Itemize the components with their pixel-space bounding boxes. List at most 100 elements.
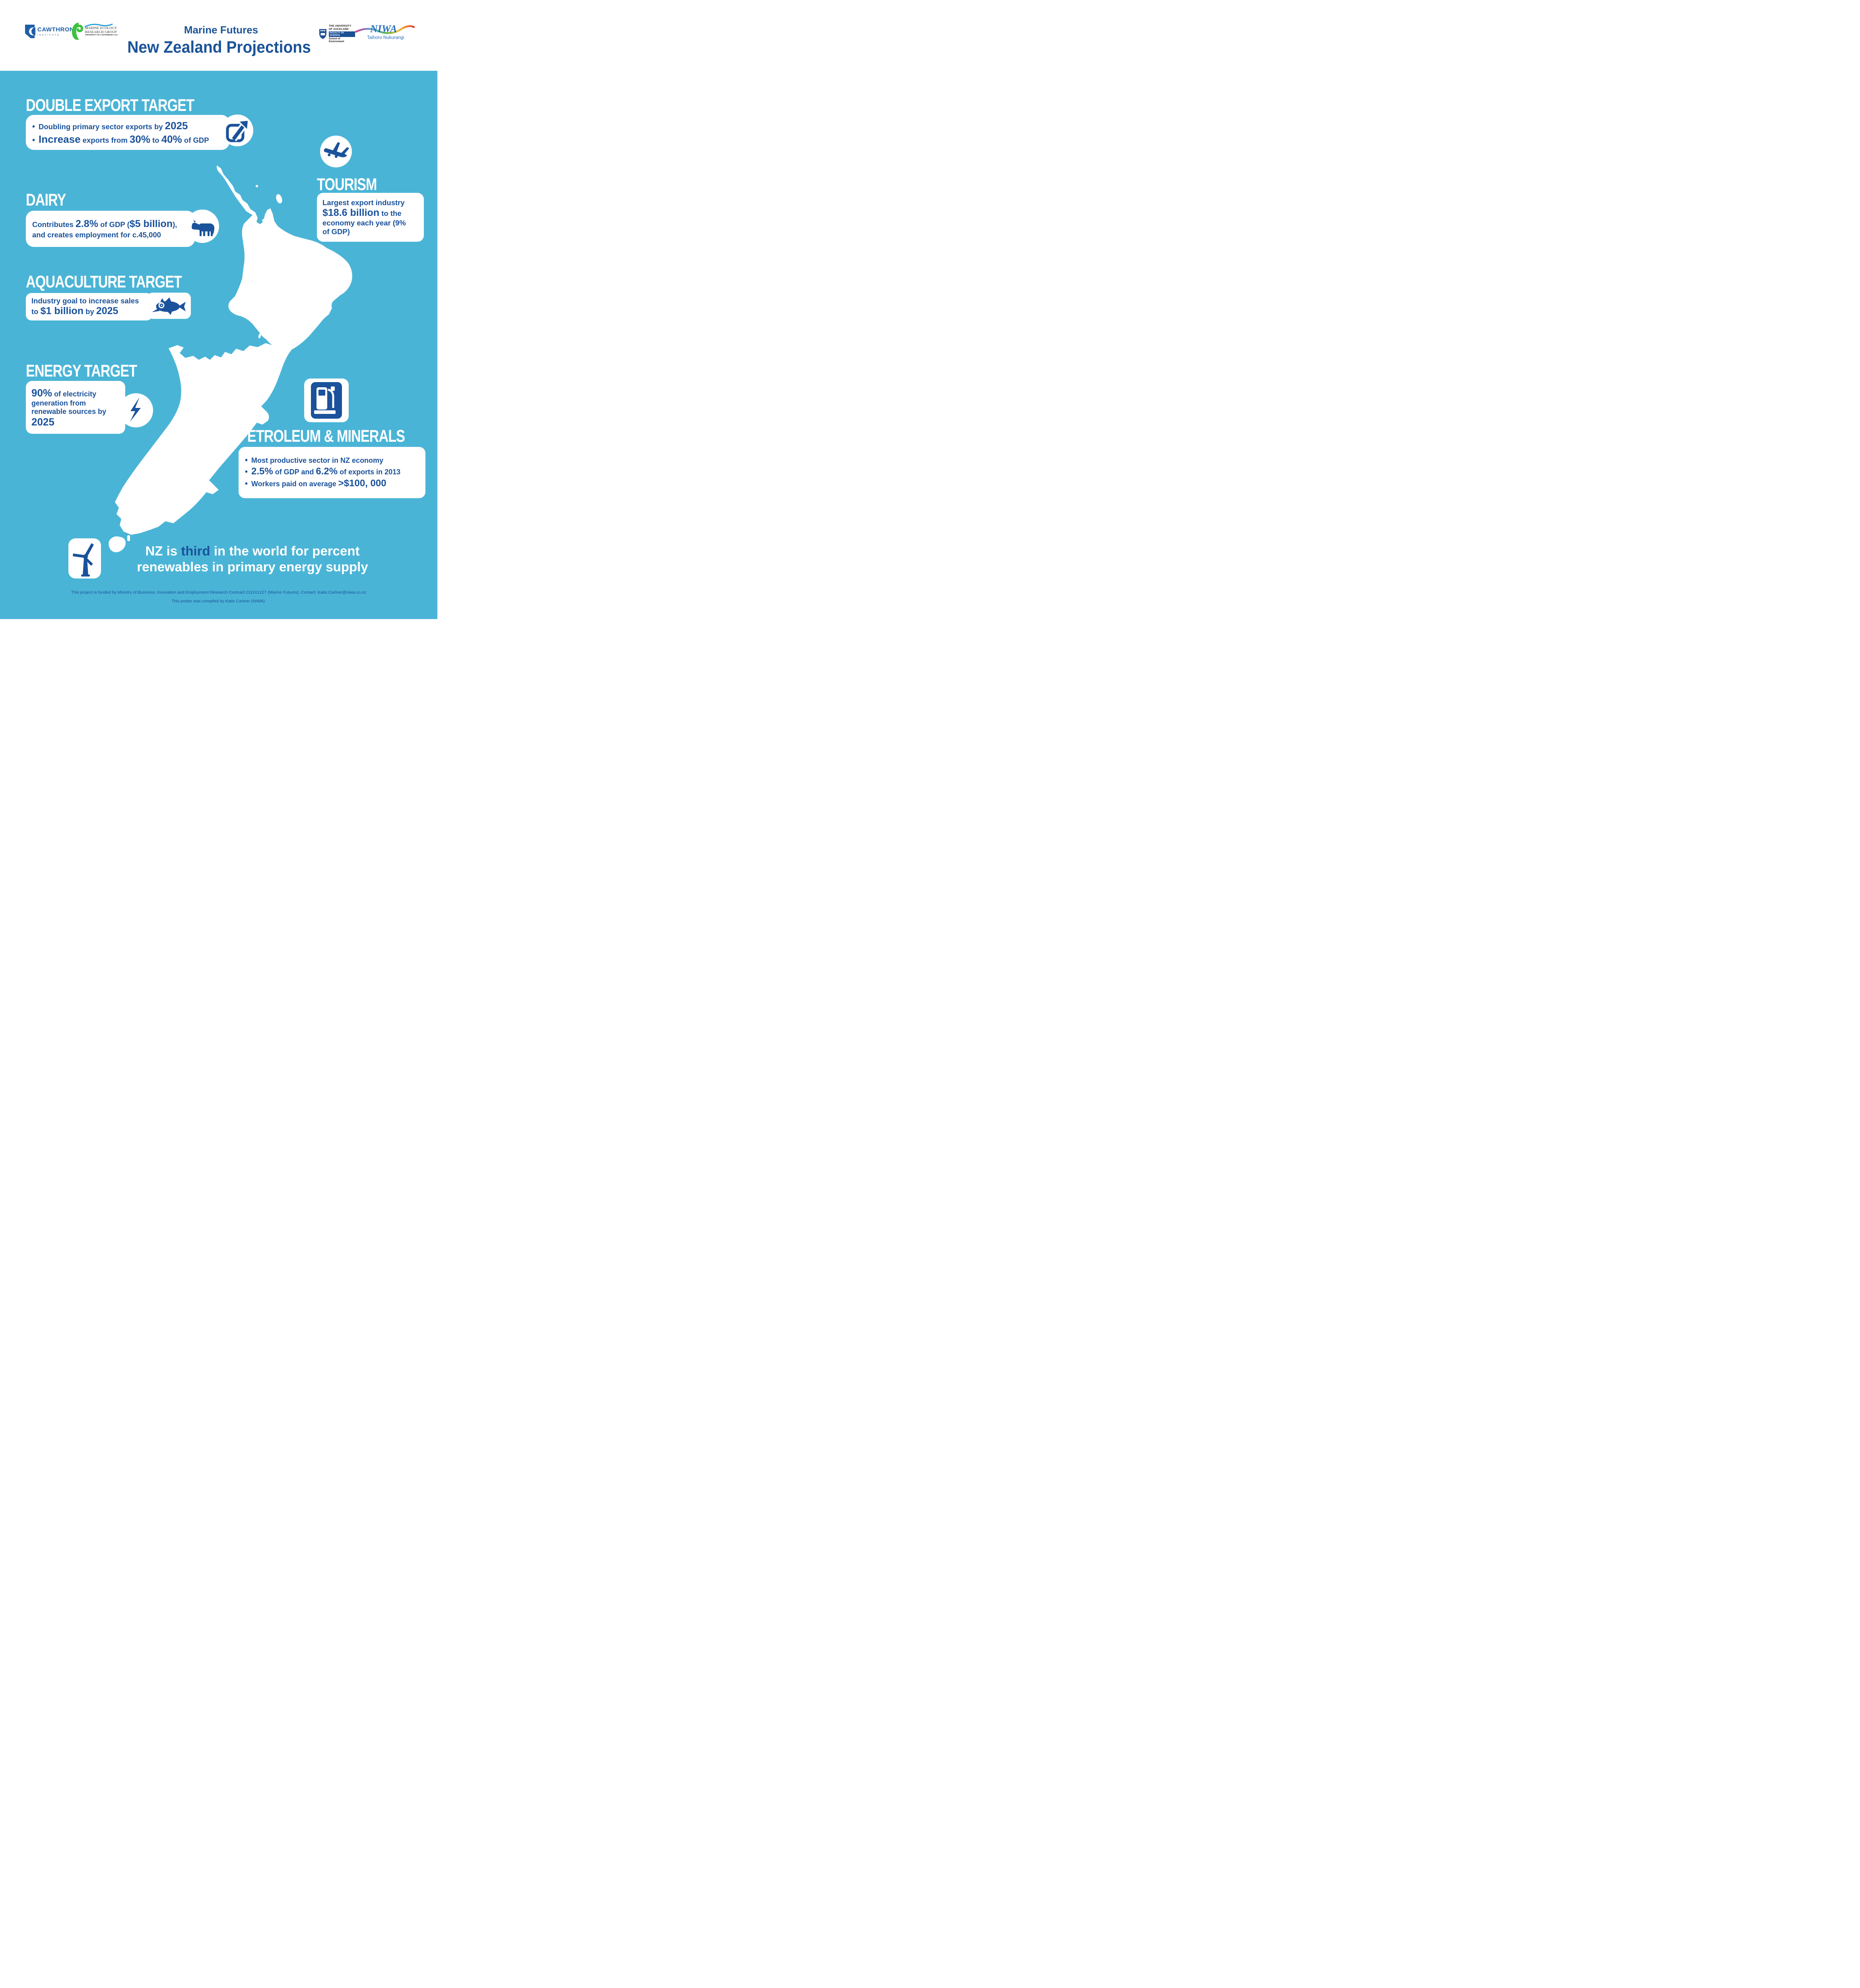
uoa-line1: THE UNIVERSITY <box>329 25 351 27</box>
bullet-dot: • <box>32 122 35 131</box>
double-export-target-box: • Doubling primary sector exports by 2025… <box>26 115 229 150</box>
petroleum-bullet-1: • Most productive sector in NZ economy <box>245 456 419 465</box>
aquaculture-line-1: Industry goal to increase sales <box>31 297 139 305</box>
tourism-icon-circle <box>320 136 352 167</box>
aquaculture-box: Industry goal to increase sales to $1 bi… <box>26 293 152 320</box>
text-fragment: of exports in 2013 <box>338 468 401 476</box>
uoa-line3: FACULTY OF SCIENCE <box>329 31 355 37</box>
niwa-rainbow-swoosh-icon <box>355 25 415 34</box>
renewables-line-2: renewables in primary energy supply <box>137 559 368 575</box>
cawthron-name: CAWTHRON <box>37 26 74 33</box>
petroleum-icon-plate <box>304 379 349 422</box>
text-fragment: NZ is <box>145 544 181 558</box>
header-band: CAWTHRON INSTITUTE MARINE ECOLOGY RESEAR… <box>0 0 437 71</box>
text-fragment-emph: 90% <box>31 386 52 399</box>
export-bullet-2: • Increase exports from 30% to 40% of GDP <box>32 133 223 146</box>
energy-line-3: renewable sources by <box>31 407 107 415</box>
footer-funding-line: This project is funded by Ministry of Bu… <box>71 590 366 595</box>
text-fragment-emph: third <box>181 544 210 558</box>
text-fragment-emph: 40% <box>161 133 182 145</box>
dairy-icon-circle <box>186 210 219 243</box>
text-fragment-emph: 2.8% <box>75 218 98 229</box>
petroleum-box: • Most productive sector in NZ economy • 2… <box>239 447 425 498</box>
fish-icon <box>150 297 186 315</box>
wave-icon <box>84 23 113 27</box>
dairy-box: Contributes 2.8% of GDP ($5 billion), an… <box>26 211 195 247</box>
tourism-line-1: Largest export industry <box>322 198 405 207</box>
text-fragment: to the <box>379 209 402 217</box>
text-fragment: in the world for percent <box>210 544 360 558</box>
text-fragment-emph: 6.2% <box>316 466 338 477</box>
renewables-icon-plate <box>68 538 101 579</box>
aquaculture-line-2: to $1 billion by 2025 <box>31 305 147 317</box>
text-fragment: ), <box>173 220 177 229</box>
lightning-icon <box>130 397 141 422</box>
niwa-logo: NIWA Taihoro Nukurangi <box>355 23 415 41</box>
niwa-name: NIWA <box>370 23 397 35</box>
section-heading-tourism: TOURISM <box>317 175 377 194</box>
text-fragment: to <box>31 307 41 316</box>
section-heading-energy-target: ENERGY TARGET <box>26 361 137 381</box>
energy-icon-circle <box>119 393 153 427</box>
petroleum-bullet-3: • Workers paid on average >$100, 000 <box>245 478 419 489</box>
wind-turbine-icon <box>73 543 94 577</box>
text-fragment: to <box>150 136 161 144</box>
aquaculture-icon-plate <box>147 293 191 319</box>
text-fragment-emph: >$100, 000 <box>338 478 386 489</box>
section-heading-dairy: DAIRY <box>26 190 66 210</box>
text-fragment-emph: 30% <box>129 133 150 145</box>
text-fragment: Doubling primary sector exports by <box>39 122 165 131</box>
merg-line3: UNIVERSITY OF CANTERBURY, N.Z. <box>85 34 118 36</box>
merg-line2: RESEARCH GROUP <box>85 29 117 34</box>
section-heading-aquaculture-target: AQUACULTURE TARGET <box>26 272 182 291</box>
footer-credit-line: This poster was compiled by Katie Cartne… <box>171 599 266 604</box>
text-fragment-emph: 2.5% <box>251 466 273 477</box>
text-fragment: of GDP ( <box>98 220 130 229</box>
export-arrow-icon <box>226 120 249 142</box>
text-fragment-emph: Increase <box>39 133 81 145</box>
text-fragment-emph: 2025 <box>165 119 188 132</box>
tourism-line-2: $18.6 billion to the <box>322 207 418 219</box>
text-fragment: of GDP and <box>273 468 316 476</box>
cawthron-logo-icon <box>25 25 35 38</box>
poster-title: New Zealand Projections <box>127 38 311 57</box>
bullet-dot: • <box>32 136 35 145</box>
text-fragment: of electricity <box>52 390 97 398</box>
section-heading-double-export-target: DOUBLE EXPORT TARGET <box>26 95 194 115</box>
airplane-icon <box>324 142 349 158</box>
petroleum-bullet-2: • 2.5% of GDP and 6.2% of exports in 2013 <box>245 466 419 477</box>
text-fragment-emph: 2025 <box>96 305 118 316</box>
koru-icon <box>72 23 83 40</box>
text-fragment: of GDP <box>182 136 209 144</box>
section-heading-petroleum-minerals: PETROLEUM & MINERALS <box>239 426 405 446</box>
university-of-auckland-logo: THE UNIVERSITY OF AUCKLAND FACULTY OF SC… <box>319 25 355 43</box>
renewables-line-1: NZ is third in the world for percent <box>115 543 390 559</box>
text-fragment: Workers paid on average <box>251 480 338 488</box>
niwa-sub: Taihoro Nukurangi <box>367 35 404 40</box>
cawthron-sub: INSTITUTE <box>37 34 60 37</box>
tourism-line-4: of GDP) <box>322 227 350 236</box>
text-fragment: by <box>83 307 96 316</box>
bullet-dot: • <box>245 468 248 476</box>
energy-line-4: 2025 <box>31 415 54 428</box>
fuel-pump-icon <box>311 382 342 419</box>
energy-box: 90% of electricity generation from renew… <box>26 381 125 434</box>
energy-line-1: 90% of electricity <box>31 387 120 399</box>
text-fragment-emph: $5 billion <box>129 218 173 229</box>
energy-line-2: generation from <box>31 399 86 407</box>
tourism-line-3: economy each year (9% <box>322 219 406 227</box>
cow-icon <box>192 220 215 236</box>
dairy-line-2: and creates employment for c.45,000 <box>32 231 161 239</box>
marine-ecology-research-group-logo: MARINE ECOLOGY RESEARCH GROUP UNIVERSITY… <box>71 22 118 40</box>
text-fragment: Most productive sector in NZ economy <box>251 456 384 464</box>
dairy-line-1: Contributes 2.8% of GDP ($5 billion), <box>32 218 188 230</box>
uoa-shield-icon <box>319 29 326 39</box>
export-icon-circle <box>221 115 253 146</box>
poster-subtitle: Marine Futures <box>184 24 258 36</box>
uoa-line4: School of Environment <box>329 37 344 43</box>
text-fragment-emph: $1 billion <box>40 305 83 316</box>
bullet-dot: • <box>245 456 248 465</box>
merg-line1: MARINE ECOLOGY <box>85 25 117 30</box>
infographic-poster: CAWTHRON INSTITUTE MARINE ECOLOGY RESEAR… <box>0 0 437 619</box>
text-fragment-emph: $18.6 billion <box>322 207 380 218</box>
